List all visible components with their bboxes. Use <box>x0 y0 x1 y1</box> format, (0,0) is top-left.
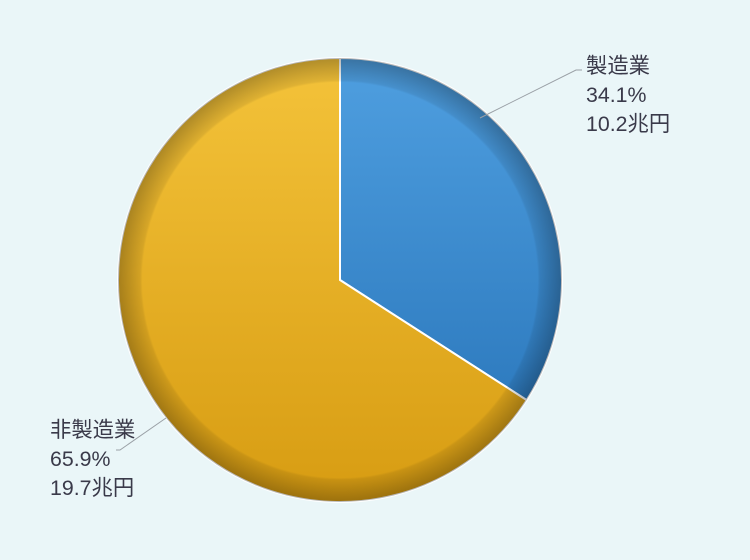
slice-percent: 34.1% <box>586 81 670 110</box>
pie-chart-canvas: 製造業 34.1% 10.2兆円 非製造業 65.9% 19.7兆円 <box>0 0 750 560</box>
slice-label-manufacturing: 製造業 34.1% 10.2兆円 <box>586 52 670 138</box>
slice-amount: 10.2兆円 <box>586 110 670 139</box>
slice-amount: 19.7兆円 <box>50 474 135 503</box>
slice-name: 非製造業 <box>50 416 135 445</box>
slice-percent: 65.9% <box>50 445 135 474</box>
slice-label-non-manufacturing: 非製造業 65.9% 19.7兆円 <box>50 416 135 502</box>
slice-name: 製造業 <box>586 52 670 81</box>
